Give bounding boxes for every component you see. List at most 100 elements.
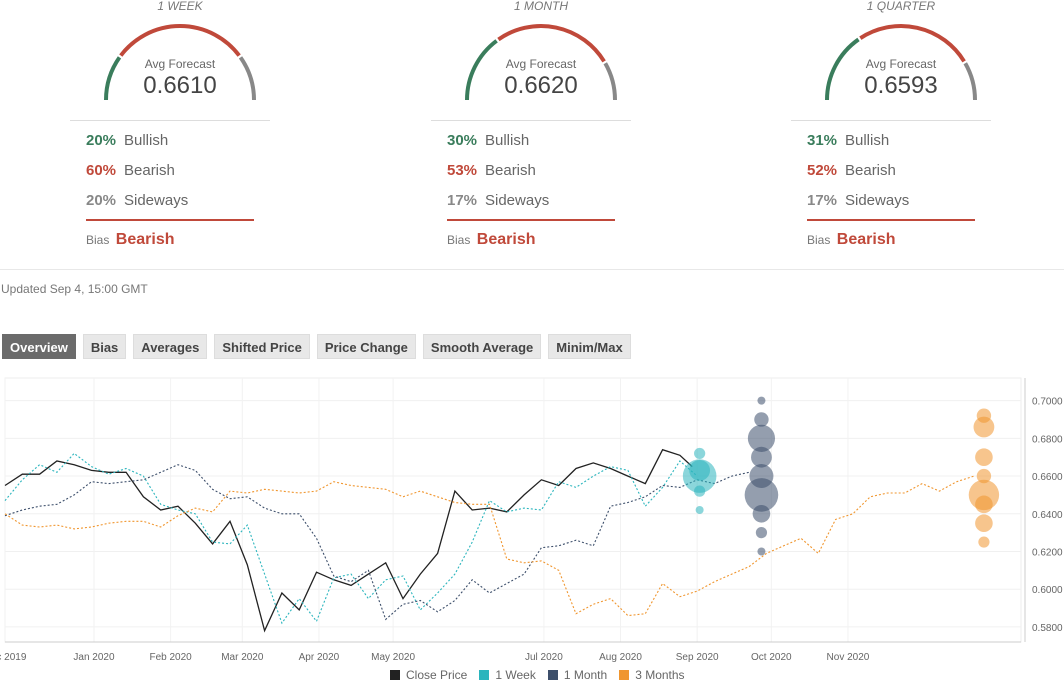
bullish-pct: 31% [807, 132, 838, 149]
legend-item-close[interactable]: Close Price [390, 668, 467, 682]
tab-smooth-average[interactable]: Smooth Average [422, 334, 542, 359]
sideways-stat: 17% Sideways [807, 192, 909, 209]
bearish-label: Bearish [485, 162, 536, 179]
legend-item-week[interactable]: 1 Week [479, 668, 536, 682]
forecast-bubble [973, 416, 995, 438]
legend-label: 3 Months [635, 668, 685, 682]
section-divider [0, 269, 1064, 270]
divider [70, 120, 270, 121]
gauge-sideways-arc [963, 62, 977, 101]
forecast-bubble [757, 396, 766, 405]
forecast-bubble [975, 495, 993, 514]
gauge-bearish-arc [119, 24, 241, 57]
bias-underline [86, 219, 254, 221]
series-1-week [4, 452, 698, 625]
legend-swatch [547, 670, 558, 680]
avg-forecast-value: 0.6620 [504, 72, 578, 99]
x-tick-label: Jul 2020 [525, 652, 563, 663]
y-tick-label: 0.6400 [1032, 510, 1063, 521]
gauge-bearish-arc [859, 24, 966, 63]
bias-value: Bearish [836, 231, 896, 248]
bearish-pct: 52% [807, 162, 838, 179]
legend-label: 1 Month [563, 668, 608, 682]
sideways-stat: 20% Sideways [86, 192, 188, 209]
bullish-stat: 30% Bullish [447, 132, 529, 149]
forecast-bubble [975, 448, 993, 466]
bias-underline [807, 219, 975, 221]
avg-forecast-label: Avg Forecast [505, 57, 577, 71]
avg-forecast-label: Avg Forecast [865, 57, 937, 71]
x-tick-label: Aug 2020 [599, 652, 642, 663]
bias-value: Bearish [476, 231, 536, 248]
x-tick-label: Jan 2020 [73, 652, 115, 663]
legend-swatch [390, 670, 400, 680]
forecast-bubble [694, 447, 706, 460]
tab-overview[interactable]: Overview [2, 334, 76, 359]
forecast-bubble [978, 536, 990, 548]
x-tick-label: Sep 2020 [676, 652, 719, 663]
gauge-bullish-arc [825, 37, 860, 101]
x-tick-label: May 2020 [371, 652, 415, 663]
forecast-bubble [757, 547, 766, 556]
sideways-pct: 17% [807, 192, 838, 209]
bias-label: Bias [86, 233, 110, 247]
bearish-label: Bearish [845, 162, 896, 179]
bullish-stat: 20% Bullish [86, 132, 168, 149]
panel-title: 1 MONTH [514, 0, 568, 13]
sideways-label: Sideways [124, 192, 189, 209]
bearish-stat: 53% Bearish [447, 162, 536, 179]
forecast-gauge [825, 24, 977, 101]
forecast-bubble [976, 468, 992, 484]
forecast-bubble [975, 514, 993, 532]
sideways-label: Sideways [845, 192, 910, 209]
gauge-sideways-arc [603, 62, 617, 101]
gauge-sideways-arc [238, 56, 256, 101]
bias: Bias Bearish [86, 231, 175, 249]
forecast-bubble [752, 504, 771, 523]
forecast-bubble [755, 527, 768, 539]
tab-minim-max[interactable]: Minim/Max [548, 334, 631, 359]
gauge-bearish-arc [497, 24, 606, 63]
divider [431, 120, 631, 121]
series-1-month [4, 464, 750, 621]
x-tick-label: Nov 2020 [827, 652, 870, 663]
bearish-stat: 60% Bearish [86, 162, 175, 179]
forecast-bubble [747, 424, 776, 452]
bias-value: Bearish [115, 231, 175, 248]
forecast-bubble [694, 485, 706, 497]
plot-area [4, 377, 1022, 643]
chart-tabs: Overview Bias Averages Shifted Price Pri… [2, 334, 631, 359]
divider [791, 120, 991, 121]
series-3-months [4, 475, 975, 617]
bullish-stat: 31% Bullish [807, 132, 889, 149]
legend-item-3months[interactable]: 3 Months [619, 668, 685, 682]
bearish-pct: 60% [86, 162, 117, 179]
bullish-label: Bullish [485, 132, 530, 149]
y-tick-label: 0.6200 [1032, 547, 1063, 558]
bearish-stat: 52% Bearish [807, 162, 896, 179]
y-tick-label: 0.7000 [1032, 397, 1063, 408]
bias-label: Bias [807, 233, 831, 247]
tab-price-change[interactable]: Price Change [316, 334, 416, 359]
bias-label: Bias [447, 233, 471, 247]
bearish-label: Bearish [124, 162, 175, 179]
tab-averages[interactable]: Averages [133, 334, 208, 359]
x-tick-label: Apr 2020 [299, 652, 340, 663]
avg-forecast-value: 0.6610 [143, 72, 217, 99]
x-tick-label: Dec 2019 [0, 652, 27, 663]
legend-item-month[interactable]: 1 Month [547, 668, 608, 682]
gauge-bullish-arc [104, 56, 122, 101]
panel-title: 1 QUARTER [866, 0, 936, 13]
chart-legend: Close Price 1 Week 1 Month 3 Months [390, 668, 685, 682]
x-tick-label: Feb 2020 [149, 652, 192, 663]
updated-timestamp: Updated Sep 4, 15:00 GMT [1, 282, 148, 296]
avg-forecast-label: Avg Forecast [144, 57, 216, 71]
forecast-gauge [465, 24, 617, 101]
sideways-pct: 17% [447, 192, 478, 209]
panel-title: 1 WEEK [157, 0, 203, 13]
bearish-pct: 53% [447, 162, 478, 179]
series-close-price [4, 448, 693, 633]
tab-bias[interactable]: Bias [82, 334, 127, 359]
tab-shifted-price[interactable]: Shifted Price [214, 334, 310, 359]
forecast-chart: 0.7000 0.6800 0.6600 0.6400 0.6200 0.6000 0.58… [0, 377, 1063, 663]
